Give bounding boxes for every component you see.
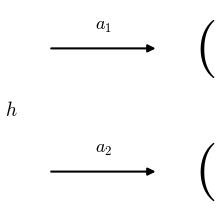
Text: $($: $($ <box>194 17 215 80</box>
Text: $h$: $h$ <box>5 101 17 119</box>
Text: $a_{1}$: $a_{1}$ <box>95 17 112 35</box>
Text: $a_{2}$: $a_{2}$ <box>95 140 112 158</box>
Text: $($: $($ <box>194 140 215 203</box>
